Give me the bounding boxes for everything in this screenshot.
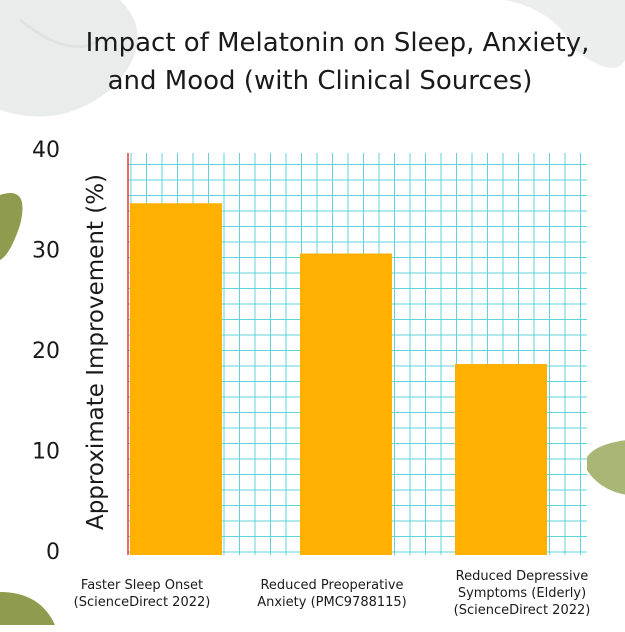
bar-3 (455, 364, 547, 555)
leaf-decoration-right (584, 440, 625, 495)
bar-2 (300, 253, 392, 555)
y-tick-labels: 0 10 20 30 40 (32, 138, 60, 565)
bar-1 (130, 203, 222, 555)
leaf-decoration-bottom-left (0, 592, 55, 625)
leaf-decoration-left (0, 193, 23, 260)
y-tick-label: 0 (46, 540, 60, 565)
bars (130, 203, 547, 555)
y-tick-label: 40 (32, 138, 60, 163)
y-tick-label: 20 (32, 339, 60, 364)
leaf-decoration-top-right (505, 0, 625, 68)
leaf-decoration-top-left (0, 0, 138, 117)
y-tick-label: 30 (32, 239, 60, 264)
y-tick-label: 10 (32, 440, 60, 465)
chart-title: Impact of Melatonin on Sleep, Anxiety, a… (85, 28, 590, 96)
y-axis-title: Approximate Improvement (%) (83, 174, 109, 530)
x-tick-label: Faster Sleep Onset (ScienceDirect 2022) (73, 578, 211, 610)
x-tick-label: Reduced Depressive Symptoms (Elderly) (S… (453, 569, 591, 618)
x-tick-label: Reduced Preoperative Anxiety (PMC9788115… (257, 578, 407, 610)
